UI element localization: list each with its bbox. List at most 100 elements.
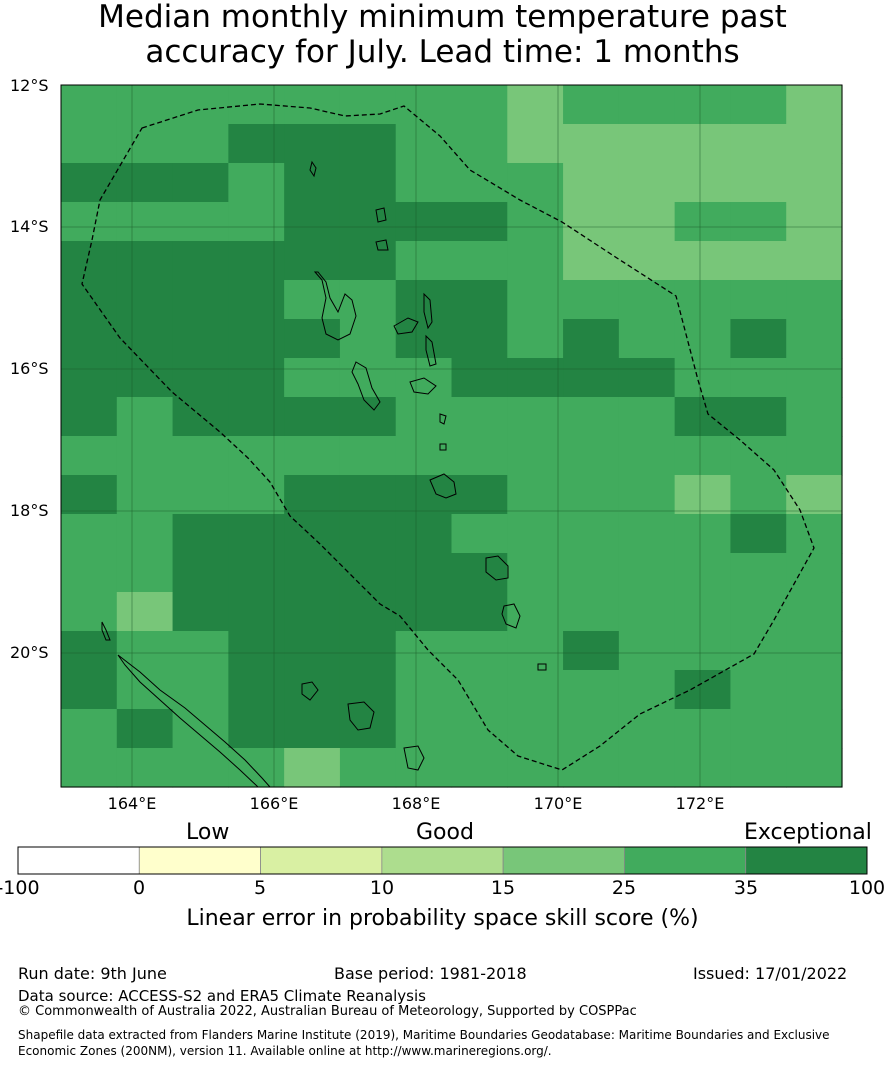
grid-cell [730, 514, 787, 554]
grid-cell [395, 163, 453, 203]
grid-cell [618, 670, 676, 710]
grid-cell [228, 241, 285, 281]
skill-grid [61, 85, 843, 788]
aoba [393, 317, 419, 335]
grid-cell [172, 709, 229, 749]
lat-label-12s: 12°S [10, 76, 49, 95]
grid-cell [674, 709, 732, 749]
grid-cell [618, 436, 676, 476]
grid-cell [61, 124, 118, 164]
grid-cell [172, 241, 229, 281]
grid-cell [451, 514, 508, 554]
grid-cell [172, 592, 229, 632]
grid-cell [786, 319, 843, 359]
grid-cell [730, 592, 787, 632]
grid-cell [674, 358, 732, 398]
grid-cell [730, 397, 787, 437]
data-source: Data source: ACCESS-S2 and ERA5 Climate … [18, 987, 426, 1005]
grid-cell [674, 592, 732, 632]
grid-cell [730, 631, 787, 671]
grid-cell [563, 631, 620, 671]
grid-cell [618, 748, 676, 788]
malakula [351, 361, 381, 411]
small-2 [439, 443, 447, 451]
grid-cell [228, 709, 285, 749]
grid-cell [395, 514, 453, 554]
colorbar-segment [381, 846, 504, 875]
grid-cell [61, 319, 118, 359]
copyright: © Commonwealth of Australia 2022, Austra… [18, 1004, 637, 1019]
colorbar-segment [502, 846, 625, 875]
grid-cell [284, 358, 341, 398]
grid-cell [228, 163, 285, 203]
loyalty-mare [403, 745, 425, 771]
grid-cell [228, 553, 285, 593]
grid-cell [730, 124, 787, 164]
grid-cell [618, 280, 676, 320]
grid-cell [339, 592, 397, 632]
grid-cell [618, 319, 676, 359]
grid-cell [786, 709, 843, 749]
grid-cell [395, 397, 453, 437]
grid-cell [563, 475, 620, 515]
grid-cell [730, 280, 787, 320]
grid-cell [730, 202, 787, 242]
grid-cell [674, 163, 732, 203]
grid-cell [284, 280, 341, 320]
grid-cell [563, 124, 620, 164]
grid-cell [507, 358, 564, 398]
grid-cell [618, 397, 676, 437]
grid-cell [339, 436, 397, 476]
grid-cell [116, 319, 174, 359]
grid-cell [395, 241, 453, 281]
grid-cell [786, 748, 843, 788]
grid-cell [786, 436, 843, 476]
grid-cell [451, 670, 508, 710]
grid-cell [339, 475, 397, 515]
grid-cell [674, 124, 732, 164]
grid-cell [172, 202, 229, 242]
map-canvas [60, 84, 843, 788]
grid-cell [674, 436, 732, 476]
grid-cell [284, 202, 341, 242]
grid-cell [563, 280, 620, 320]
grid-cell [674, 397, 732, 437]
grid-cell [116, 436, 174, 476]
grid-cell [507, 592, 564, 632]
grid-cell [730, 358, 787, 398]
grid-cell [786, 397, 843, 437]
grid-cell [563, 241, 620, 281]
grid-cell [674, 319, 732, 359]
grid-cell [507, 748, 564, 788]
grid-cell [284, 631, 341, 671]
grid-cell [507, 163, 564, 203]
grid-cell [116, 397, 174, 437]
grid-cell [339, 241, 397, 281]
maewo [423, 292, 433, 330]
grid-cell [116, 85, 174, 125]
grid-cell [618, 631, 676, 671]
grid-cell [228, 436, 285, 476]
grid-cell [730, 436, 787, 476]
graticule [61, 85, 842, 787]
grid-cell [339, 670, 397, 710]
grid-cell [451, 553, 508, 593]
grid-cell [563, 85, 620, 125]
grid-cell [172, 124, 229, 164]
grid-cell [507, 319, 564, 359]
grid-cell [618, 592, 676, 632]
colorbar-tick: 0 [132, 877, 146, 899]
grid-cell [228, 514, 285, 554]
grid-cell [618, 709, 676, 749]
grid-cell [339, 397, 397, 437]
grid-cell [172, 631, 229, 671]
banks-b [375, 239, 389, 251]
grid-cell [674, 280, 732, 320]
colorbar-segment [745, 846, 868, 875]
grid-cell [563, 709, 620, 749]
run-date: Run date: 9th June [18, 964, 167, 983]
grid-cell [730, 748, 787, 788]
colorbar-tick: -100 [0, 877, 40, 899]
grid-cell [228, 280, 285, 320]
colorbar-segment [138, 846, 261, 875]
